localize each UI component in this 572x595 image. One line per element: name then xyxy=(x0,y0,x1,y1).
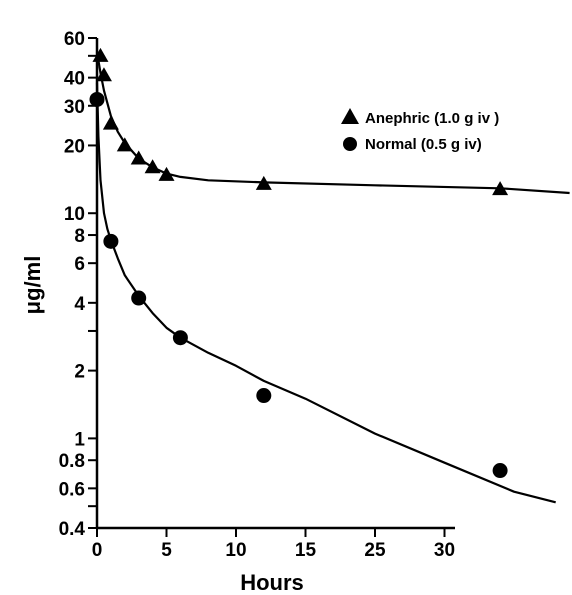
y-axis-title: μg/ml xyxy=(20,256,45,315)
legend-label-normal: Normal (0.5 g iv) xyxy=(365,136,482,153)
normal-data-point xyxy=(131,290,147,306)
y-tick-label: 1 xyxy=(74,429,85,450)
x-axis-title: Hours xyxy=(240,570,304,595)
x-tick-label: 5 xyxy=(161,540,172,561)
y-tick-label: 60 xyxy=(64,29,85,50)
normal-data-point xyxy=(172,330,188,346)
y-axis-ticks: 60 40 30 20 108 6 4 2 10.8 0.6 0.4 xyxy=(59,29,97,540)
normal-data-point xyxy=(89,91,105,107)
legend-circle-marker xyxy=(343,137,357,151)
legend-label-anephric: Anephric (1.0 g iv ) xyxy=(365,110,499,127)
anephric-data-point xyxy=(158,166,175,181)
y-tick-label: 0.4 xyxy=(59,519,86,540)
anephric-data-point xyxy=(116,137,133,152)
y-tick-label: 0.8 xyxy=(59,451,85,472)
normal-data-point xyxy=(103,233,119,249)
anephric-data-point xyxy=(144,159,161,174)
x-tick-label: 25 xyxy=(364,540,386,561)
anephric-data-point xyxy=(95,67,112,82)
anephric-data-point xyxy=(102,115,119,130)
legend: Anephric (1.0 g iv ) Normal (0.5 g iv) xyxy=(341,108,499,153)
data-markers xyxy=(89,47,509,479)
normal-fit-line xyxy=(95,82,556,504)
anephric-data-point xyxy=(255,175,272,190)
y-tick-label: 6 xyxy=(74,254,85,275)
y-tick-label: 10 xyxy=(64,204,85,225)
normal-data-point xyxy=(256,388,272,404)
normal-data-point xyxy=(492,463,508,479)
x-tick-label: 30 xyxy=(434,540,455,561)
x-tick-label: 15 xyxy=(295,540,317,561)
x-tick-label: 0 xyxy=(92,540,103,561)
anephric-data-point xyxy=(492,181,509,196)
anephric-data-point xyxy=(92,47,109,62)
legend-triangle-marker xyxy=(341,108,359,124)
y-tick-label: 8 xyxy=(74,226,85,247)
anephric-data-point xyxy=(130,150,147,165)
y-tick-label: 30 xyxy=(64,97,85,118)
y-tick-label: 40 xyxy=(64,69,85,90)
x-axis-ticks: 0 5 10 15 25 30 xyxy=(92,528,455,561)
y-tick-label: 20 xyxy=(64,136,85,157)
x-tick-label: 10 xyxy=(225,540,246,561)
y-tick-label: 0.6 xyxy=(59,479,85,500)
y-tick-label: 2 xyxy=(74,362,85,383)
y-tick-label: 4 xyxy=(74,294,85,315)
